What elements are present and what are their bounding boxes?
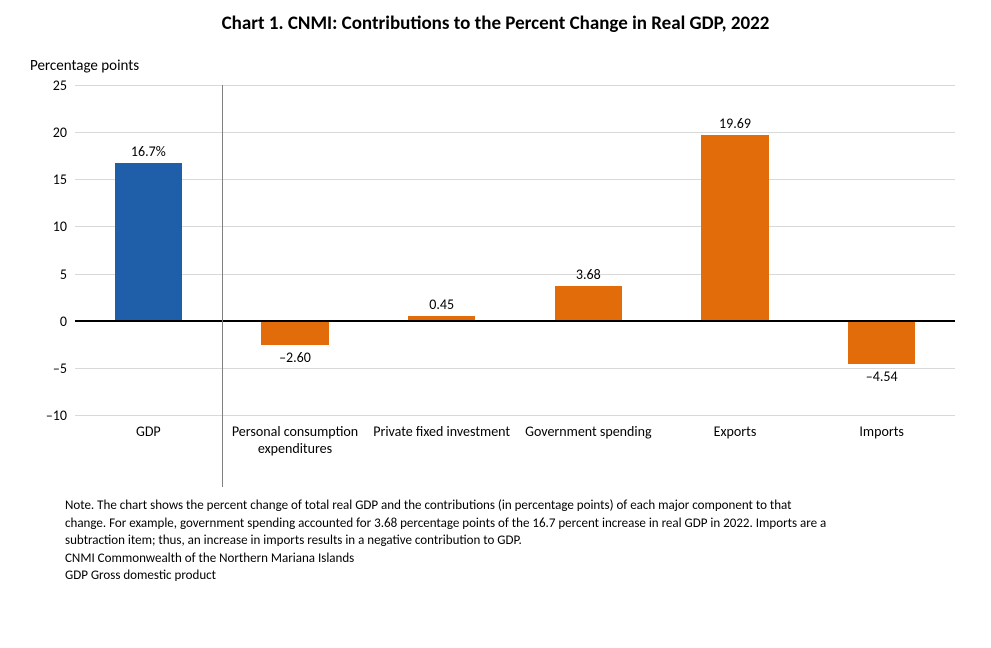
value-label: 3.68 [515, 266, 662, 283]
gridline [75, 415, 955, 416]
bar-component [261, 321, 328, 346]
y-tick-label: 5 [27, 266, 67, 283]
bar-component [701, 135, 768, 321]
value-label: –4.54 [808, 368, 955, 385]
zero-axis-line [75, 320, 955, 322]
category-label: GDP [75, 423, 222, 440]
footnote-line: Note. The chart shows the percent change… [65, 497, 971, 515]
y-tick-label: 20 [27, 124, 67, 141]
footnote-line: CNMI Commonwealth of the Northern Marian… [65, 550, 971, 568]
category-label: Imports [808, 423, 955, 440]
footnote-line: change. For example, government spending… [65, 515, 971, 533]
value-label: 16.7% [75, 143, 222, 160]
footnote-line: GDP Gross domestic product [65, 567, 971, 585]
category-label: Private fixed investment [368, 423, 515, 440]
value-label: 19.69 [662, 115, 809, 132]
divider-line [222, 85, 223, 487]
value-label: –2.60 [222, 349, 369, 366]
y-tick-label: 25 [27, 77, 67, 94]
bar-component [555, 286, 622, 321]
category-label: Exports [662, 423, 809, 440]
gridline [75, 179, 955, 180]
plot-area: –10–5051015202516.7%GDP–2.60Personal con… [75, 85, 955, 415]
footnote: Note. The chart shows the percent change… [65, 497, 971, 585]
y-tick-label: –5 [27, 360, 67, 377]
y-tick-label: –10 [27, 407, 67, 424]
y-tick-label: 10 [27, 218, 67, 235]
y-axis-label: Percentage points [30, 57, 139, 75]
gridline [75, 226, 955, 227]
y-tick-label: 15 [27, 171, 67, 188]
gridline [75, 85, 955, 86]
category-label: Personal consumption expenditures [222, 423, 369, 457]
bar-gdp [115, 163, 182, 320]
value-label: 0.45 [368, 296, 515, 313]
chart-title: Chart 1. CNMI: Contributions to the Perc… [0, 0, 991, 35]
gridline [75, 132, 955, 133]
bar-component [848, 321, 915, 364]
y-tick-label: 0 [27, 313, 67, 330]
category-label: Government spending [515, 423, 662, 440]
footnote-line: subtraction item; thus, an increase in i… [65, 532, 971, 550]
